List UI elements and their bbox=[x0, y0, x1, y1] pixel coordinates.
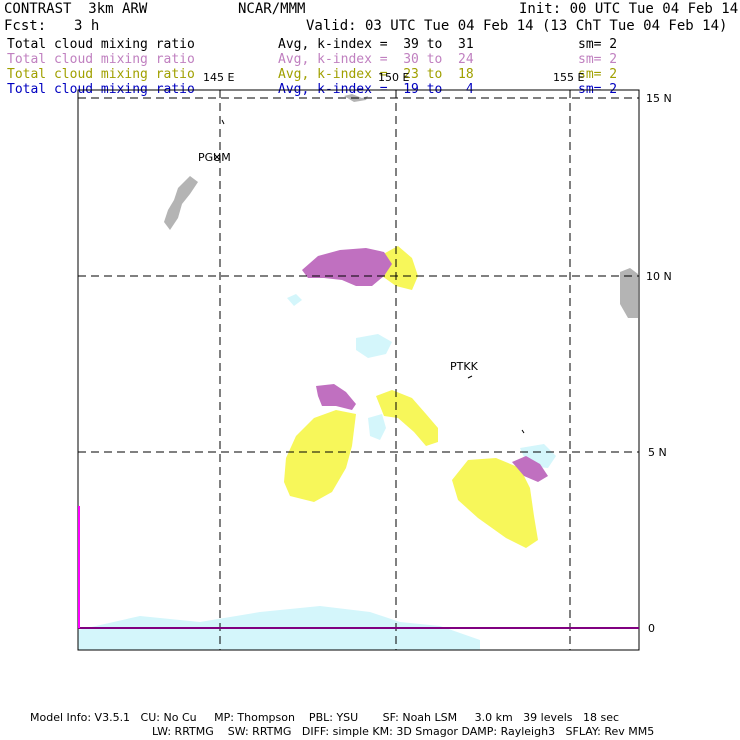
station-label-ptkk: PTKK bbox=[450, 360, 479, 373]
legend-range-3: Avg, k-index = 23 to 18 bbox=[278, 67, 474, 82]
low-cloud-patch bbox=[287, 294, 302, 306]
forecast-hour: 3 h bbox=[74, 18, 100, 34]
lon-label-155: 155 E bbox=[553, 71, 584, 84]
low-cloud-patch bbox=[356, 334, 392, 358]
station-dot bbox=[221, 119, 225, 125]
guam-station-mark bbox=[213, 153, 221, 161]
legend-range-1: Avg, k-index = 39 to 31 bbox=[278, 37, 474, 52]
map-frame bbox=[77, 89, 640, 651]
legend-sm-1: sm= 2 bbox=[578, 37, 618, 52]
model-info-line-2: LW: RRTMG SW: RRTMG DIFF: simple KM: 3D … bbox=[152, 725, 655, 738]
mid-cloud-patch bbox=[284, 410, 356, 502]
valid-time: Valid: 03 UTC Tue 04 Feb 14 (13 ChT Tue … bbox=[306, 18, 728, 34]
station-markers bbox=[213, 119, 525, 434]
legend-field-2: Total cloud mixing ratio bbox=[7, 52, 195, 67]
legend-field-1: Total cloud mixing ratio bbox=[7, 37, 195, 52]
lat-label-5n: 5 N bbox=[648, 446, 667, 459]
legend-sm-3: sm= 2 bbox=[578, 67, 618, 82]
legend-sm-2: sm= 2 bbox=[578, 52, 618, 67]
graticule bbox=[78, 90, 639, 650]
lon-label-145: 145 E bbox=[203, 71, 234, 84]
low-cloud-patch bbox=[368, 414, 386, 440]
high-cloud-patch bbox=[512, 456, 548, 482]
mid-cloud-patch bbox=[376, 390, 438, 446]
high-cloud-patch bbox=[316, 384, 356, 410]
lat-label-0: 0 bbox=[648, 622, 655, 635]
high-cloud-patch bbox=[302, 248, 392, 286]
land-guam-islands bbox=[164, 176, 198, 230]
model-name: CONTRAST 3km ARW bbox=[4, 1, 148, 17]
lat-label-10n: 10 N bbox=[646, 270, 672, 283]
legend-range-2: Avg, k-index = 30 to 24 bbox=[278, 52, 474, 67]
station-label-pgum: PGUM bbox=[198, 151, 231, 164]
mid-cloud-layer bbox=[284, 246, 538, 548]
legend-field-3: Total cloud mixing ratio bbox=[7, 67, 195, 82]
land-east-island bbox=[620, 268, 638, 318]
station-dot bbox=[521, 429, 525, 434]
ptkk-station-mark bbox=[467, 375, 473, 379]
init-time: Init: 00 UTC Tue 04 Feb 14 bbox=[519, 1, 739, 17]
model-info-line-1: Model Info: V3.5.1 CU: No Cu MP: Thompso… bbox=[30, 711, 620, 724]
center-name: NCAR/MMM bbox=[238, 1, 306, 17]
lat-label-15n: 15 N bbox=[646, 92, 672, 105]
land-layer bbox=[164, 94, 638, 318]
lon-label-150: 150 E bbox=[378, 71, 409, 84]
mid-cloud-patch bbox=[452, 458, 538, 548]
forecast-label: Fcst: bbox=[4, 18, 47, 34]
